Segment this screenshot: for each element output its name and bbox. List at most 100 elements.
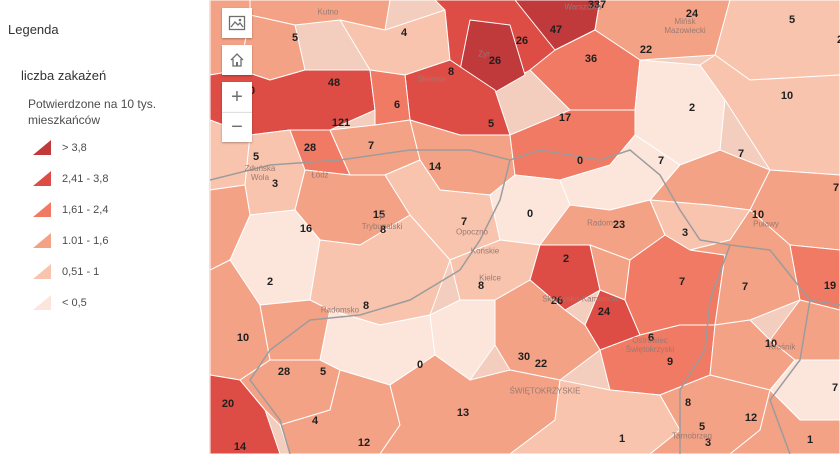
county-value-label: 2 — [837, 34, 840, 46]
county-value-label: 26 — [488, 55, 502, 67]
legend-label: < 0,5 — [62, 297, 87, 309]
legend-swatch — [32, 138, 54, 158]
legend-swatch — [32, 262, 54, 282]
county-value-label: 14 — [428, 161, 442, 173]
legend-swatch-shape — [33, 202, 51, 217]
county-value-label: 24 — [685, 8, 699, 20]
county-value-label: 28 — [277, 366, 291, 378]
place-label: Opoczno — [455, 227, 489, 237]
legend-swatch-shape — [33, 264, 51, 279]
field-title: Potwierdzone na 10 tys. mieszkańców — [28, 97, 157, 127]
county-value-label: 1 — [618, 433, 626, 445]
place-label: Radom — [587, 218, 613, 228]
county-value-label: 8 — [684, 397, 692, 409]
county-value-label: 23 — [612, 219, 626, 231]
legend-title: Legenda — [8, 22, 59, 37]
place-label: Końskie — [470, 246, 500, 256]
legend-swatch — [32, 231, 54, 251]
place-label: Ostrowiec Świętokrzyski — [625, 336, 675, 354]
legend-swatch-shape — [33, 171, 51, 186]
county-value-label: 47 — [549, 24, 563, 36]
county-value-label: 26 — [550, 295, 564, 307]
county-region — [259, 299, 331, 361]
county-value-label: 2 — [688, 102, 696, 114]
zoom-out-button[interactable]: − — [222, 112, 252, 142]
place-label: Skiernie — [417, 74, 447, 84]
county-value-label: 7 — [657, 155, 665, 167]
legend-swatch-shape — [33, 140, 51, 155]
county-value-label: 8 — [362, 300, 370, 312]
legend-swatch-shape — [33, 233, 51, 248]
county-value-label: 0 — [576, 155, 584, 167]
voivodeship-border — [769, 299, 811, 454]
legend-label: > 3,8 — [62, 142, 87, 154]
legend-label: 1.01 - 1,6 — [62, 235, 109, 247]
legend-swatch — [32, 200, 54, 220]
county-value-label: 12 — [744, 412, 758, 424]
place-label: Zyr — [478, 49, 490, 59]
county-value-label: 17 — [558, 112, 572, 124]
voivodeship-border — [210, 149, 840, 306]
home-icon — [230, 53, 244, 67]
county-value-label: 0 — [416, 359, 424, 371]
county-value-label: 36 — [584, 53, 598, 65]
county-value-label: 5 — [291, 32, 299, 44]
county-value-label: 5 — [252, 151, 260, 163]
county-value-label: 10 — [780, 90, 794, 102]
legend-list: > 3,8 2,41 - 3,8 1,61 - 2,4 1.01 - 1,6 0… — [32, 138, 108, 324]
county-value-label: 5 — [487, 118, 495, 130]
place-label: Łódź — [311, 170, 329, 180]
layer-title: liczba zakażeń — [21, 68, 107, 83]
zoom-in-button[interactable]: + — [222, 82, 252, 112]
county-value-label: 22 — [639, 44, 653, 56]
county-value-label: 2 — [562, 253, 570, 265]
legend-item: 0,51 - 1 — [32, 262, 108, 293]
county-value-label: 12 — [357, 437, 371, 449]
county-value-label: 15 — [372, 209, 386, 221]
place-label: Mińsk Mazowiecki — [664, 17, 706, 35]
county-value-label: 5 — [319, 366, 327, 378]
county-value-label: 5 — [698, 421, 706, 433]
county-value-label: 9 — [666, 356, 674, 368]
county-value-label: 3 — [704, 437, 712, 449]
map-view[interactable]: 337 24 5 5 4 26 47 2 26 22 36 8 48 0 6 2… — [210, 0, 840, 454]
legend-swatch — [32, 293, 54, 313]
place-label: Puławy — [753, 219, 779, 229]
legend-item: 1.01 - 1,6 — [32, 231, 108, 262]
county-region — [789, 244, 840, 311]
legend-item: 2,41 - 3,8 — [32, 169, 108, 200]
legend-panel: Legenda liczba zakażeń Potwierdzone na 1… — [0, 0, 210, 454]
county-value-label: 14 — [233, 441, 247, 453]
place-label: Radomsko — [320, 305, 360, 315]
county-value-label: 3 — [681, 227, 689, 239]
home-button[interactable] — [222, 45, 252, 75]
county-region — [729, 389, 840, 454]
legend-label: 0,51 - 1 — [62, 266, 100, 278]
county-value-label: 1 — [806, 434, 814, 446]
county-value-label: 10 — [236, 332, 250, 344]
county-value-label: 13 — [456, 407, 470, 419]
county-value-label: 16 — [299, 223, 313, 235]
place-label: Tarnobrzeg — [671, 431, 713, 441]
county-value-label: 26 — [515, 35, 529, 47]
county-value-label: 7 — [737, 148, 745, 160]
place-label: Kutno — [317, 7, 339, 17]
county-value-label: 7 — [678, 276, 686, 288]
legend-swatch-shape — [33, 295, 51, 310]
county-value-label: 8 — [477, 280, 485, 292]
county-value-label: 7 — [460, 216, 468, 228]
county-region — [210, 184, 251, 271]
choropleth-map — [210, 0, 840, 454]
voivodeship-border — [249, 159, 511, 454]
place-label: ŚWIĘTOKRZYSKIE — [509, 386, 581, 396]
zoom-out-icon: − — [231, 116, 243, 138]
county-value-label: 6 — [647, 332, 655, 344]
county-value-label: 5 — [788, 14, 796, 26]
basemap-gallery-button[interactable] — [222, 8, 252, 38]
voivodeship-border — [679, 244, 731, 454]
place-label: Warszawa — [564, 2, 602, 12]
county-value-label: 7 — [741, 281, 749, 293]
county-value-label: 7 — [832, 182, 840, 194]
county-value-label: 28 — [303, 142, 317, 154]
basemap-gallery-icon — [228, 15, 246, 31]
